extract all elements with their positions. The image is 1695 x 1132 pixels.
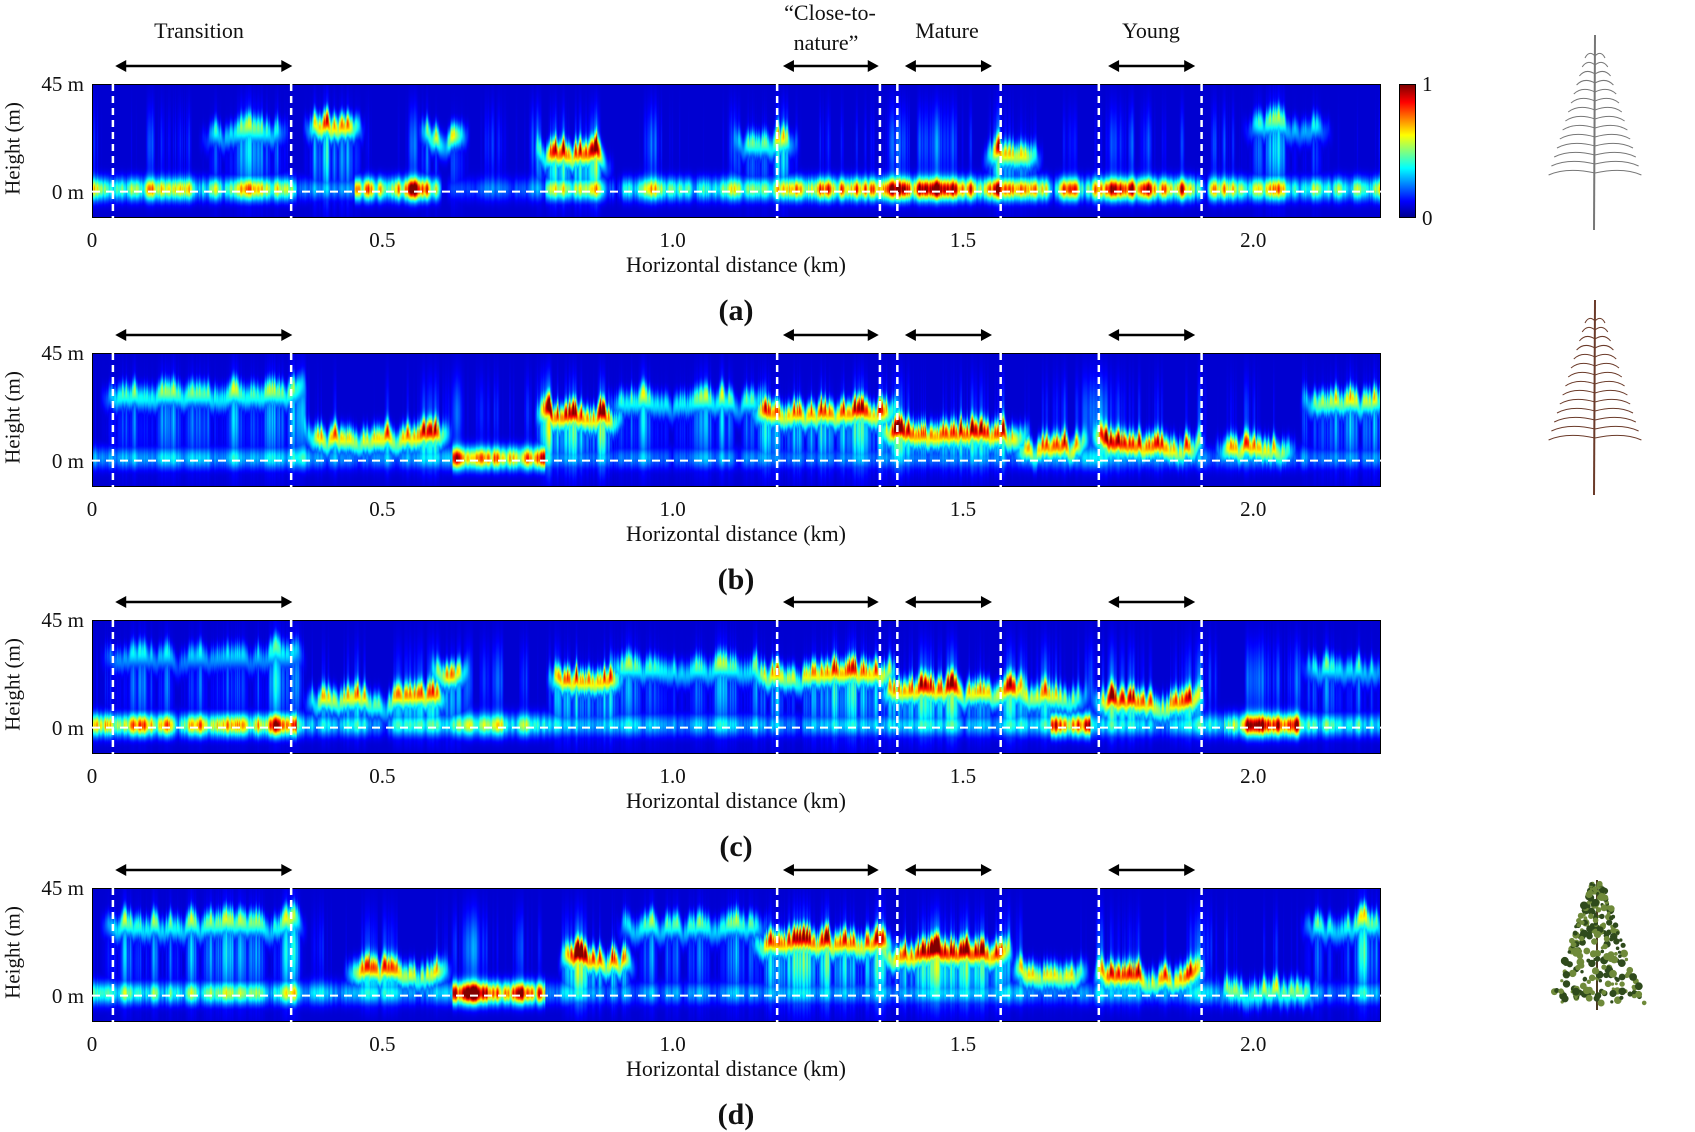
- stand-boundaries: [92, 353, 1381, 487]
- x-tick-label: 0.5: [369, 228, 396, 252]
- x-tick-label: 1.0: [659, 228, 686, 252]
- heatmap-plot: [92, 620, 1381, 754]
- y-tick-label: 0 m: [51, 180, 84, 204]
- x-tick-label: 2.0: [1240, 228, 1267, 252]
- x-tick-label: 1.5: [949, 1032, 977, 1056]
- stand-label-transition: Transition: [154, 18, 244, 43]
- stand-label-close-to-nature-1: “Close-to-: [784, 0, 876, 25]
- stand-arrows: [115, 60, 1196, 72]
- stand-arrows: [115, 864, 1196, 876]
- double-arrow-icon: [904, 864, 992, 876]
- stand-label-close-to-nature-2: nature”: [793, 30, 859, 55]
- x-tick-label: 1.5: [949, 228, 977, 252]
- x-tick-label: 1.5: [949, 497, 977, 521]
- heatmap-canvas: [93, 354, 1380, 486]
- x-tick-label: 0: [86, 497, 98, 521]
- stand-arrows: [115, 596, 1196, 608]
- y-tick-label: 0 m: [51, 984, 84, 1008]
- green-conifer-tree-icon: [1551, 880, 1647, 1010]
- heatmap-panel-c: Height (m) 45 m 0 m Horizontal distance …: [0, 596, 1695, 863]
- colorbar-max-label: 1: [1422, 72, 1433, 96]
- double-arrow-icon: [115, 329, 293, 341]
- x-axis-label: Horizontal distance (km): [626, 252, 846, 277]
- double-arrow-icon: [115, 596, 293, 608]
- panel-label: (d): [717, 1098, 755, 1131]
- double-arrow-icon: [115, 864, 293, 876]
- panel-label: (b): [717, 563, 755, 596]
- double-arrow-icon: [1108, 596, 1196, 608]
- heatmap-panel-b: Height (m) 45 m 0 m Horizontal distance …: [0, 329, 1695, 596]
- y-tick-label: 0 m: [51, 716, 84, 740]
- x-tick-label: 1.5: [949, 764, 977, 788]
- y-tick-label: 45 m: [41, 876, 84, 900]
- x-tick-label: 2.0: [1240, 1032, 1267, 1056]
- x-tick-label: 0.5: [369, 1032, 396, 1056]
- x-tick-label: 0.5: [369, 764, 396, 788]
- double-arrow-icon: [115, 60, 293, 72]
- x-tick-label: 0: [86, 228, 98, 252]
- double-arrow-icon: [1108, 60, 1196, 72]
- x-tick-label: 2.0: [1240, 764, 1267, 788]
- brown-tree-icon: [1548, 299, 1642, 496]
- y-tick-label: 45 m: [41, 608, 84, 632]
- x-axis-label: Horizontal distance (km): [626, 1056, 846, 1081]
- stand-label-young: Young: [1122, 18, 1180, 43]
- heatmap-plot: [92, 353, 1381, 487]
- x-tick-label: 1.0: [659, 764, 686, 788]
- heatmap-plot: [92, 84, 1381, 218]
- stand-boundaries: [92, 888, 1381, 1022]
- double-arrow-icon: [1108, 864, 1196, 876]
- double-arrow-icon: [1108, 329, 1196, 341]
- stand-boundaries: [92, 620, 1381, 754]
- heatmap-canvas: [93, 621, 1380, 753]
- stand-label-mature: Mature: [915, 18, 979, 43]
- double-arrow-icon: [782, 596, 879, 608]
- x-axis-label: Horizontal distance (km): [626, 788, 846, 813]
- double-arrow-icon: [904, 329, 992, 341]
- double-arrow-icon: [782, 60, 879, 72]
- y-tick-label: 45 m: [41, 72, 84, 96]
- double-arrow-icon: [782, 329, 879, 341]
- x-tick-label: 2.0: [1240, 497, 1267, 521]
- x-tick-label: 1.0: [659, 1032, 686, 1056]
- panel-label: (a): [718, 294, 754, 327]
- double-arrow-icon: [904, 60, 992, 72]
- stand-boundaries: [92, 84, 1381, 218]
- colorbar-min-label: 0: [1422, 206, 1433, 230]
- heatmap-canvas: [93, 85, 1380, 217]
- x-tick-label: 0: [86, 1032, 98, 1056]
- x-tick-label: 1.0: [659, 497, 686, 521]
- heatmap-plot: [92, 888, 1381, 1022]
- heatmap-panel-d: Height (m) 45 m 0 m Horizontal distance …: [0, 864, 1695, 1131]
- double-arrow-icon: [904, 596, 992, 608]
- colorbar: [1399, 84, 1416, 218]
- stand-arrows: [115, 329, 1196, 341]
- double-arrow-icon: [782, 864, 879, 876]
- y-tick-label: 0 m: [51, 449, 84, 473]
- x-tick-label: 0.5: [369, 497, 396, 521]
- x-axis-label: Horizontal distance (km): [626, 521, 846, 546]
- panel-label: (c): [719, 830, 753, 863]
- bare-tree-icon: [1548, 34, 1642, 231]
- heatmap-panel-a: Height (m) 45 m 0 m Horizontal distance …: [0, 60, 1695, 327]
- x-tick-label: 0: [86, 764, 98, 788]
- y-tick-label: 45 m: [41, 341, 84, 365]
- heatmap-canvas: [93, 889, 1380, 1021]
